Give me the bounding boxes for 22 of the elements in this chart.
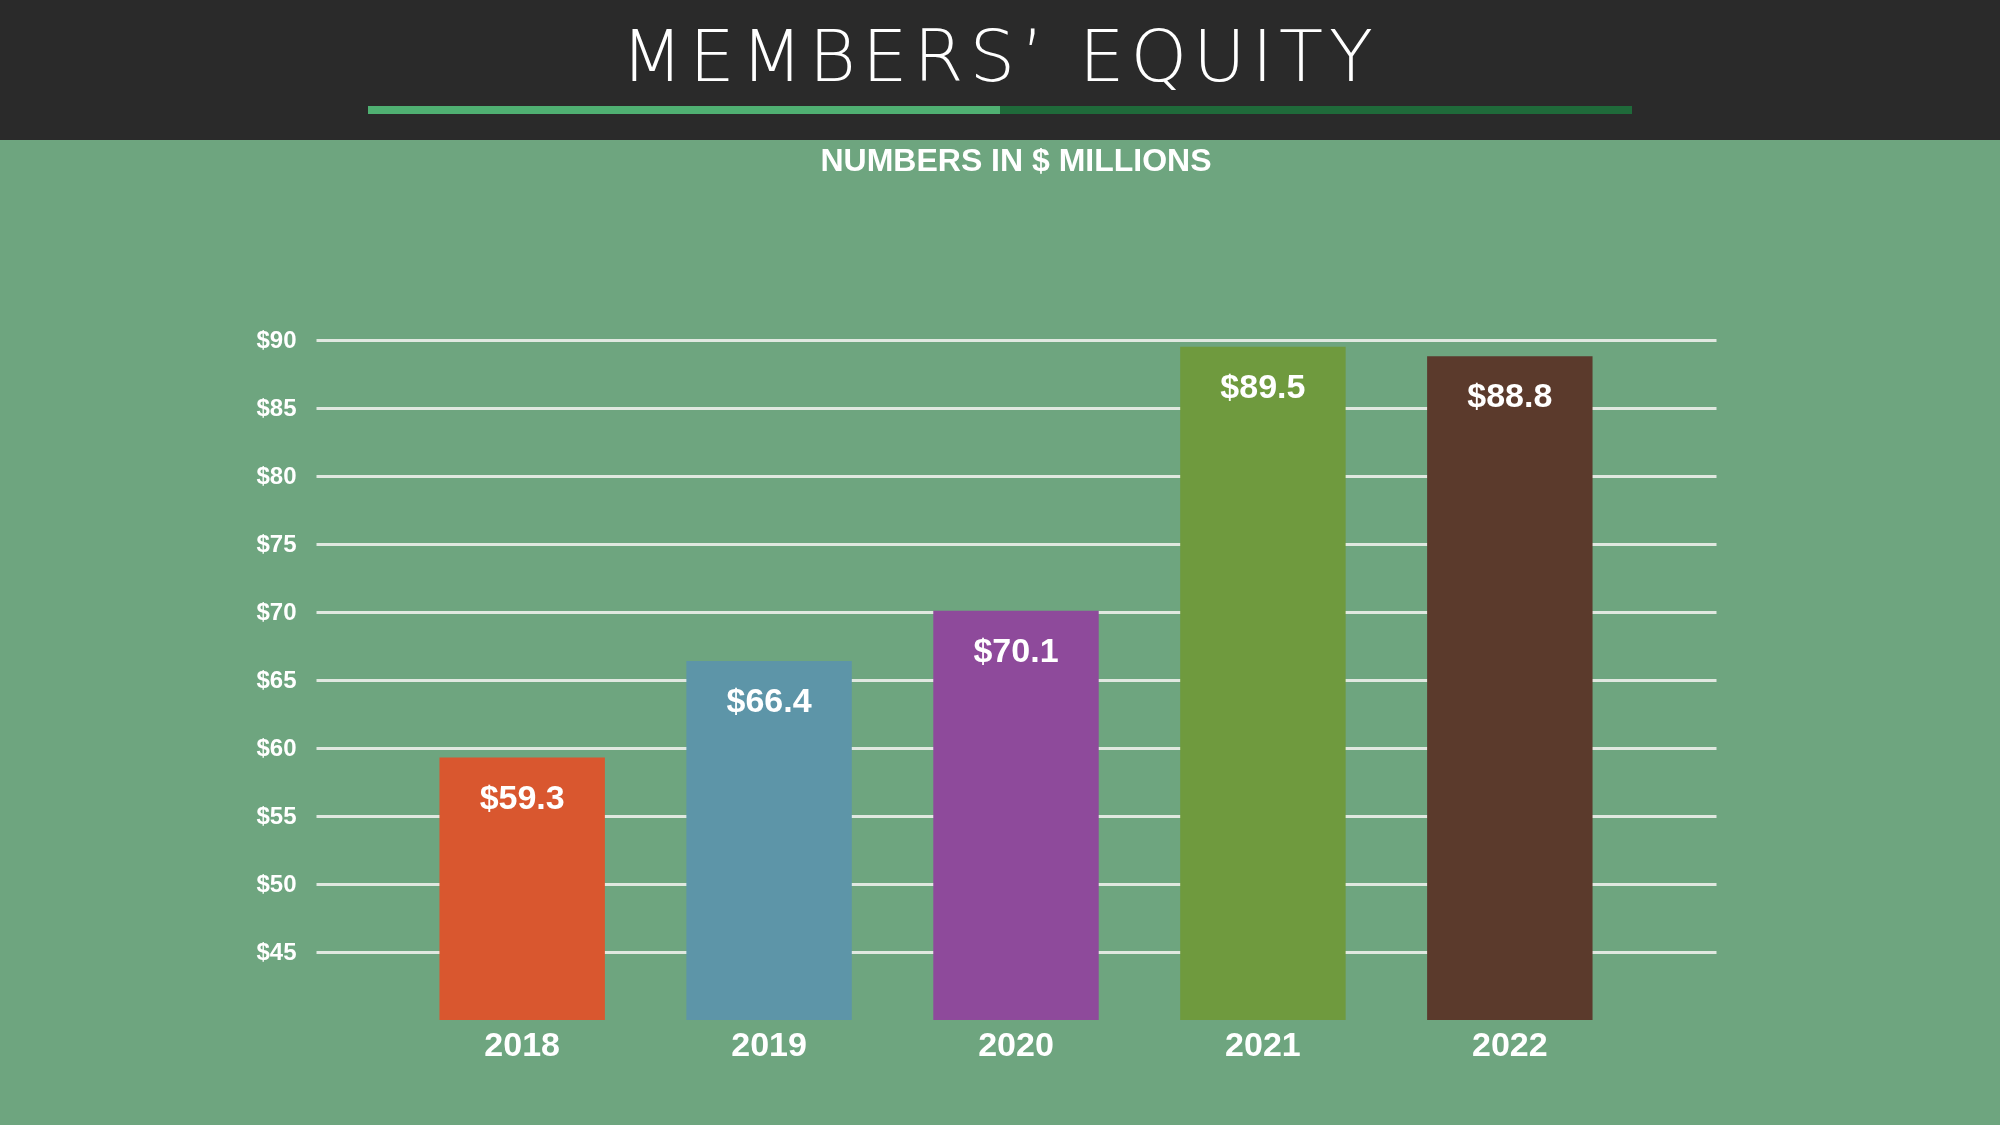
y-tick-label: $65 xyxy=(256,665,297,693)
x-tick-label: 2021 xyxy=(1225,1024,1301,1063)
x-tick-label: 2018 xyxy=(484,1024,560,1063)
y-tick-label: $90 xyxy=(256,325,297,353)
y-tick-label: $75 xyxy=(256,529,297,557)
y-tick-label: $60 xyxy=(256,733,297,761)
y-tick-label: $55 xyxy=(256,801,297,829)
data-label: $89.5 xyxy=(1220,366,1306,405)
chart-title: MEMBERS’ EQUITY xyxy=(620,13,1380,98)
x-tick-label: 2022 xyxy=(1472,1024,1548,1063)
data-label: $88.8 xyxy=(1467,376,1553,415)
chart-subtitle: NUMBERS IN $ MILLIONS xyxy=(820,142,1212,178)
y-tick-label: $80 xyxy=(256,461,297,489)
y-tick-label: $85 xyxy=(256,393,297,421)
y-tick-label: $45 xyxy=(256,937,297,965)
x-tick-label: 2020 xyxy=(978,1024,1054,1063)
data-label: $59.3 xyxy=(479,777,565,816)
x-tick-label: 2019 xyxy=(731,1024,807,1063)
y-tick-label: $70 xyxy=(256,597,297,625)
data-label: $70.1 xyxy=(973,630,1059,669)
data-label: $66.4 xyxy=(726,680,812,719)
y-tick-label: $50 xyxy=(256,869,297,897)
